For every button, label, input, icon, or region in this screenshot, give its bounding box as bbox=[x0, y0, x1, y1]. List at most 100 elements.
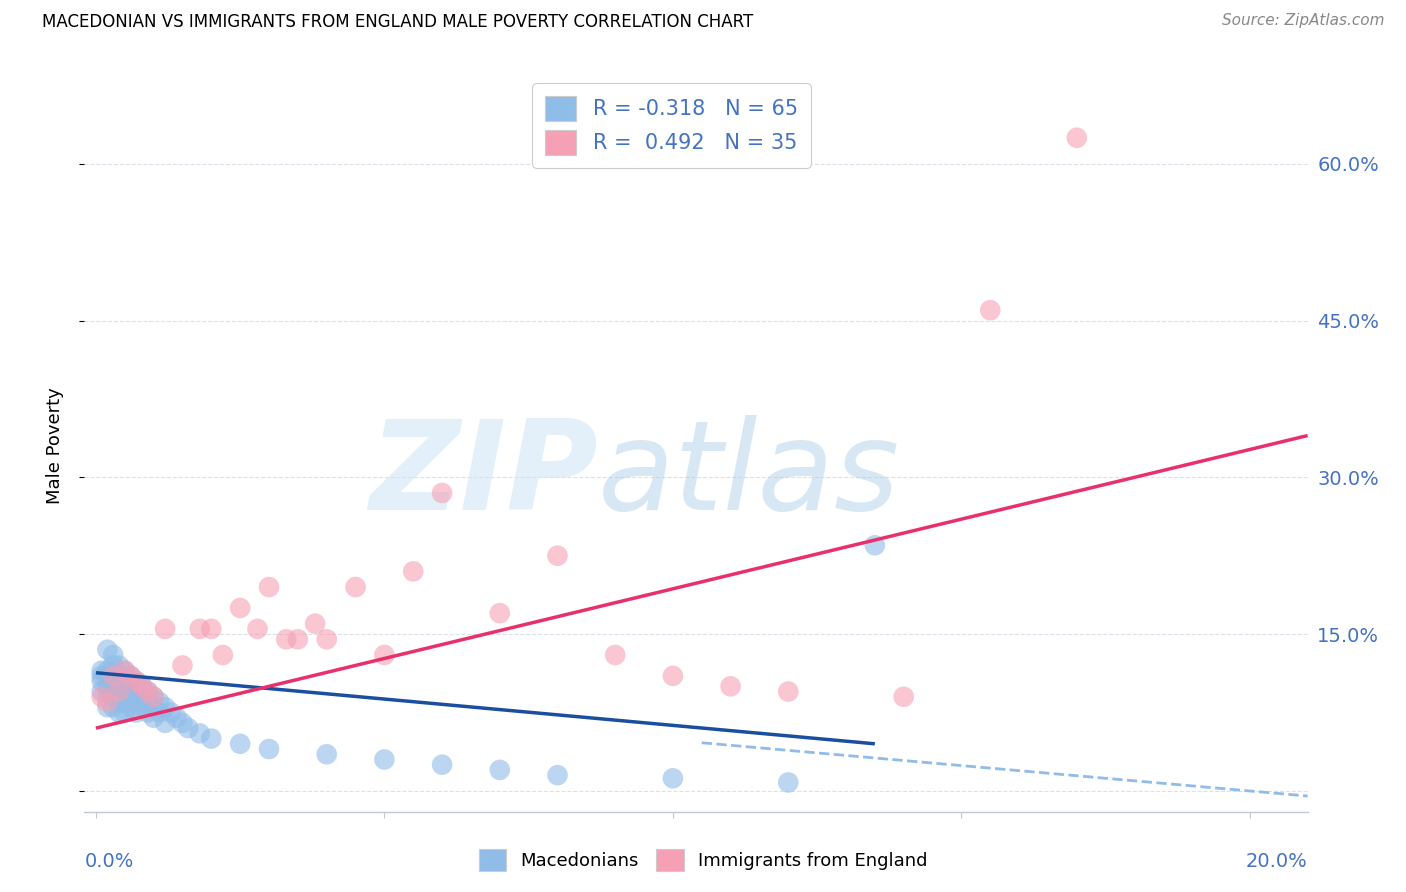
Point bbox=[108, 684, 131, 698]
Point bbox=[131, 679, 153, 693]
Point bbox=[188, 726, 211, 740]
Point bbox=[547, 768, 569, 782]
Point bbox=[172, 658, 194, 673]
Point bbox=[120, 669, 142, 683]
Point bbox=[778, 684, 800, 698]
Point bbox=[96, 695, 118, 709]
Point bbox=[103, 669, 125, 683]
Point bbox=[114, 664, 136, 678]
Point bbox=[120, 679, 142, 693]
Legend: Macedonians, Immigrants from England: Macedonians, Immigrants from England bbox=[471, 842, 935, 879]
Point bbox=[136, 684, 159, 698]
Point bbox=[103, 674, 125, 689]
Point bbox=[136, 706, 159, 720]
Point bbox=[257, 580, 280, 594]
Point bbox=[96, 700, 118, 714]
Point bbox=[125, 674, 148, 689]
Point bbox=[103, 700, 125, 714]
Text: 20.0%: 20.0% bbox=[1246, 852, 1308, 871]
Text: ZIP: ZIP bbox=[370, 415, 598, 536]
Point bbox=[488, 606, 510, 620]
Point bbox=[246, 622, 269, 636]
Point bbox=[142, 711, 165, 725]
Point bbox=[90, 684, 112, 698]
Point bbox=[131, 690, 153, 704]
Point bbox=[90, 664, 112, 678]
Point bbox=[153, 715, 176, 730]
Point bbox=[90, 669, 112, 683]
Point bbox=[720, 679, 742, 693]
Point bbox=[114, 695, 136, 709]
Point bbox=[276, 632, 298, 647]
Point bbox=[103, 648, 125, 662]
Point bbox=[547, 549, 569, 563]
Point bbox=[188, 622, 211, 636]
Point bbox=[662, 669, 685, 683]
Point bbox=[344, 580, 367, 594]
Point bbox=[200, 622, 222, 636]
Point bbox=[373, 648, 395, 662]
Point bbox=[304, 616, 326, 631]
Point bbox=[402, 565, 425, 579]
Point bbox=[96, 642, 118, 657]
Text: Source: ZipAtlas.com: Source: ZipAtlas.com bbox=[1222, 13, 1385, 29]
Point bbox=[136, 684, 159, 698]
Point bbox=[90, 690, 112, 704]
Point bbox=[373, 752, 395, 766]
Point bbox=[103, 690, 125, 704]
Legend: R = -0.318   N = 65, R =  0.492   N = 35: R = -0.318 N = 65, R = 0.492 N = 35 bbox=[533, 83, 810, 168]
Text: MACEDONIAN VS IMMIGRANTS FROM ENGLAND MALE POVERTY CORRELATION CHART: MACEDONIAN VS IMMIGRANTS FROM ENGLAND MA… bbox=[42, 13, 754, 31]
Point bbox=[315, 747, 337, 762]
Point bbox=[315, 632, 337, 647]
Point bbox=[142, 690, 165, 704]
Point bbox=[96, 679, 118, 693]
Point bbox=[114, 706, 136, 720]
Point bbox=[90, 674, 112, 689]
Point bbox=[103, 684, 125, 698]
Point bbox=[108, 706, 131, 720]
Point bbox=[229, 601, 252, 615]
Point bbox=[108, 674, 131, 689]
Point bbox=[131, 679, 153, 693]
Point bbox=[893, 690, 915, 704]
Point bbox=[142, 700, 165, 714]
Point bbox=[863, 538, 886, 552]
Point bbox=[148, 695, 170, 709]
Point bbox=[200, 731, 222, 746]
Point bbox=[153, 700, 176, 714]
Point bbox=[177, 721, 200, 735]
Point bbox=[211, 648, 233, 662]
Point bbox=[662, 772, 685, 786]
Point bbox=[120, 669, 142, 683]
Point bbox=[108, 669, 131, 683]
Point bbox=[125, 695, 148, 709]
Point bbox=[120, 690, 142, 704]
Point bbox=[166, 711, 188, 725]
Point bbox=[96, 684, 118, 698]
Point bbox=[979, 303, 1001, 318]
Point bbox=[287, 632, 309, 647]
Point bbox=[96, 664, 118, 678]
Point bbox=[778, 775, 800, 789]
Point bbox=[142, 690, 165, 704]
Text: 0.0%: 0.0% bbox=[84, 852, 134, 871]
Point bbox=[96, 669, 118, 683]
Point bbox=[160, 706, 183, 720]
Point bbox=[136, 695, 159, 709]
Point bbox=[605, 648, 627, 662]
Point bbox=[120, 700, 142, 714]
Point bbox=[125, 706, 148, 720]
Point bbox=[131, 700, 153, 714]
Point bbox=[108, 684, 131, 698]
Point bbox=[125, 674, 148, 689]
Y-axis label: Male Poverty: Male Poverty bbox=[45, 388, 63, 504]
Point bbox=[229, 737, 252, 751]
Text: atlas: atlas bbox=[598, 415, 900, 536]
Point bbox=[114, 674, 136, 689]
Point bbox=[1066, 130, 1088, 145]
Point bbox=[108, 695, 131, 709]
Point bbox=[172, 715, 194, 730]
Point bbox=[103, 669, 125, 683]
Point bbox=[114, 664, 136, 678]
Point bbox=[430, 757, 453, 772]
